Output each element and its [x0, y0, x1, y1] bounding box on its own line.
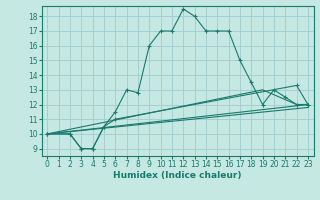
X-axis label: Humidex (Indice chaleur): Humidex (Indice chaleur)	[113, 171, 242, 180]
